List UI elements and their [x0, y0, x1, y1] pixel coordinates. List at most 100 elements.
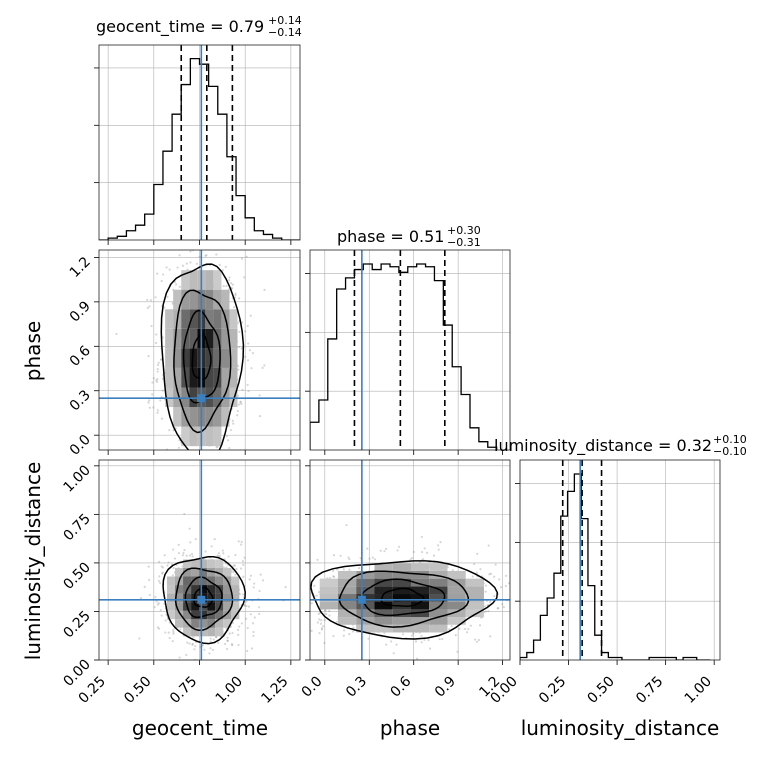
density-cell	[410, 563, 430, 571]
density-cell	[231, 602, 240, 611]
sample-point	[448, 628, 451, 631]
sample-point	[240, 543, 243, 546]
sample-point	[233, 306, 236, 309]
sample-point	[258, 612, 261, 616]
density-cell	[221, 348, 230, 368]
density-cell	[374, 563, 393, 571]
density-cell	[165, 328, 174, 349]
sample-point	[257, 606, 261, 609]
density-cell	[374, 624, 393, 633]
density-cell	[319, 578, 338, 587]
panel-frame	[98, 44, 301, 241]
density-cell	[447, 594, 466, 602]
density-cell	[231, 576, 240, 586]
sample-point	[428, 647, 432, 650]
sample-point	[489, 600, 492, 603]
sample-point	[465, 631, 469, 634]
density-cell	[207, 567, 216, 577]
sample-point	[420, 641, 423, 644]
sample-point	[190, 552, 194, 556]
sample-point	[185, 653, 188, 657]
sample-point	[231, 644, 234, 647]
density-cell	[189, 270, 198, 290]
sample-point	[217, 552, 220, 555]
density-cell	[229, 309, 238, 329]
density-cell	[356, 609, 375, 618]
sample-point	[161, 566, 165, 569]
sample-point	[385, 643, 388, 646]
sample-point	[508, 582, 510, 585]
sample-point	[186, 641, 189, 644]
density-cell	[181, 309, 190, 329]
density-cell	[205, 289, 214, 310]
sample-point	[239, 400, 242, 403]
sample-point	[161, 571, 164, 574]
sample-point	[259, 573, 262, 576]
sample-point	[147, 355, 150, 358]
density-cell	[199, 567, 208, 577]
sample-point	[420, 634, 423, 637]
sample-point	[335, 620, 338, 623]
density-cell	[337, 617, 357, 625]
sample-point	[148, 578, 151, 581]
sample-point	[238, 625, 241, 628]
sample-point	[230, 287, 234, 290]
sample-point	[249, 314, 252, 317]
density-cell	[319, 601, 338, 610]
sample-point	[313, 584, 316, 587]
contour-line	[182, 309, 221, 404]
density-cell	[175, 567, 184, 577]
sample-point	[488, 573, 491, 576]
sample-point	[348, 633, 351, 636]
sample-point	[458, 627, 461, 631]
sample-point	[160, 417, 164, 420]
sample-point	[215, 636, 218, 639]
density-cell	[231, 610, 240, 620]
density-cell	[207, 610, 216, 620]
sample-point	[493, 595, 496, 598]
sample-point	[238, 297, 241, 300]
sample-point	[231, 419, 234, 422]
sample-point	[156, 378, 159, 381]
sample-point	[188, 642, 191, 645]
sample-point	[149, 299, 153, 302]
sample-point	[160, 565, 163, 568]
density-cell	[465, 601, 484, 610]
sample-point	[342, 634, 345, 637]
density-cell	[191, 619, 200, 628]
sample-point	[422, 558, 425, 561]
sample-point	[159, 608, 162, 612]
density-cell	[191, 585, 200, 594]
density-cell	[166, 593, 176, 603]
density-cell	[183, 576, 192, 586]
sample-point	[161, 572, 164, 575]
sample-point	[366, 547, 369, 550]
sample-point	[478, 624, 482, 627]
sample-point	[320, 628, 324, 631]
sample-point	[191, 642, 194, 645]
sample-point	[204, 550, 207, 553]
sample-point	[390, 640, 393, 643]
sample-point	[179, 628, 182, 631]
sample-point	[235, 567, 238, 571]
density-cell	[223, 602, 232, 611]
density-cell	[181, 348, 190, 368]
hist-panel-phase	[305, 249, 511, 455]
density-cell	[191, 602, 200, 611]
density-cell	[165, 367, 174, 388]
sample-point	[241, 560, 244, 563]
sample-point	[150, 324, 153, 328]
sample-point	[484, 584, 488, 587]
sample-point	[222, 552, 225, 555]
sample-point	[138, 637, 141, 640]
sample-point	[231, 631, 234, 635]
sample-point	[284, 585, 287, 589]
sample-point	[502, 606, 505, 609]
sample-point	[250, 367, 253, 370]
sample-point	[410, 634, 414, 637]
sample-point	[317, 590, 321, 594]
density-cell	[410, 594, 430, 602]
sample-point	[322, 625, 325, 628]
density-cell	[229, 348, 238, 368]
sample-point	[348, 558, 351, 561]
